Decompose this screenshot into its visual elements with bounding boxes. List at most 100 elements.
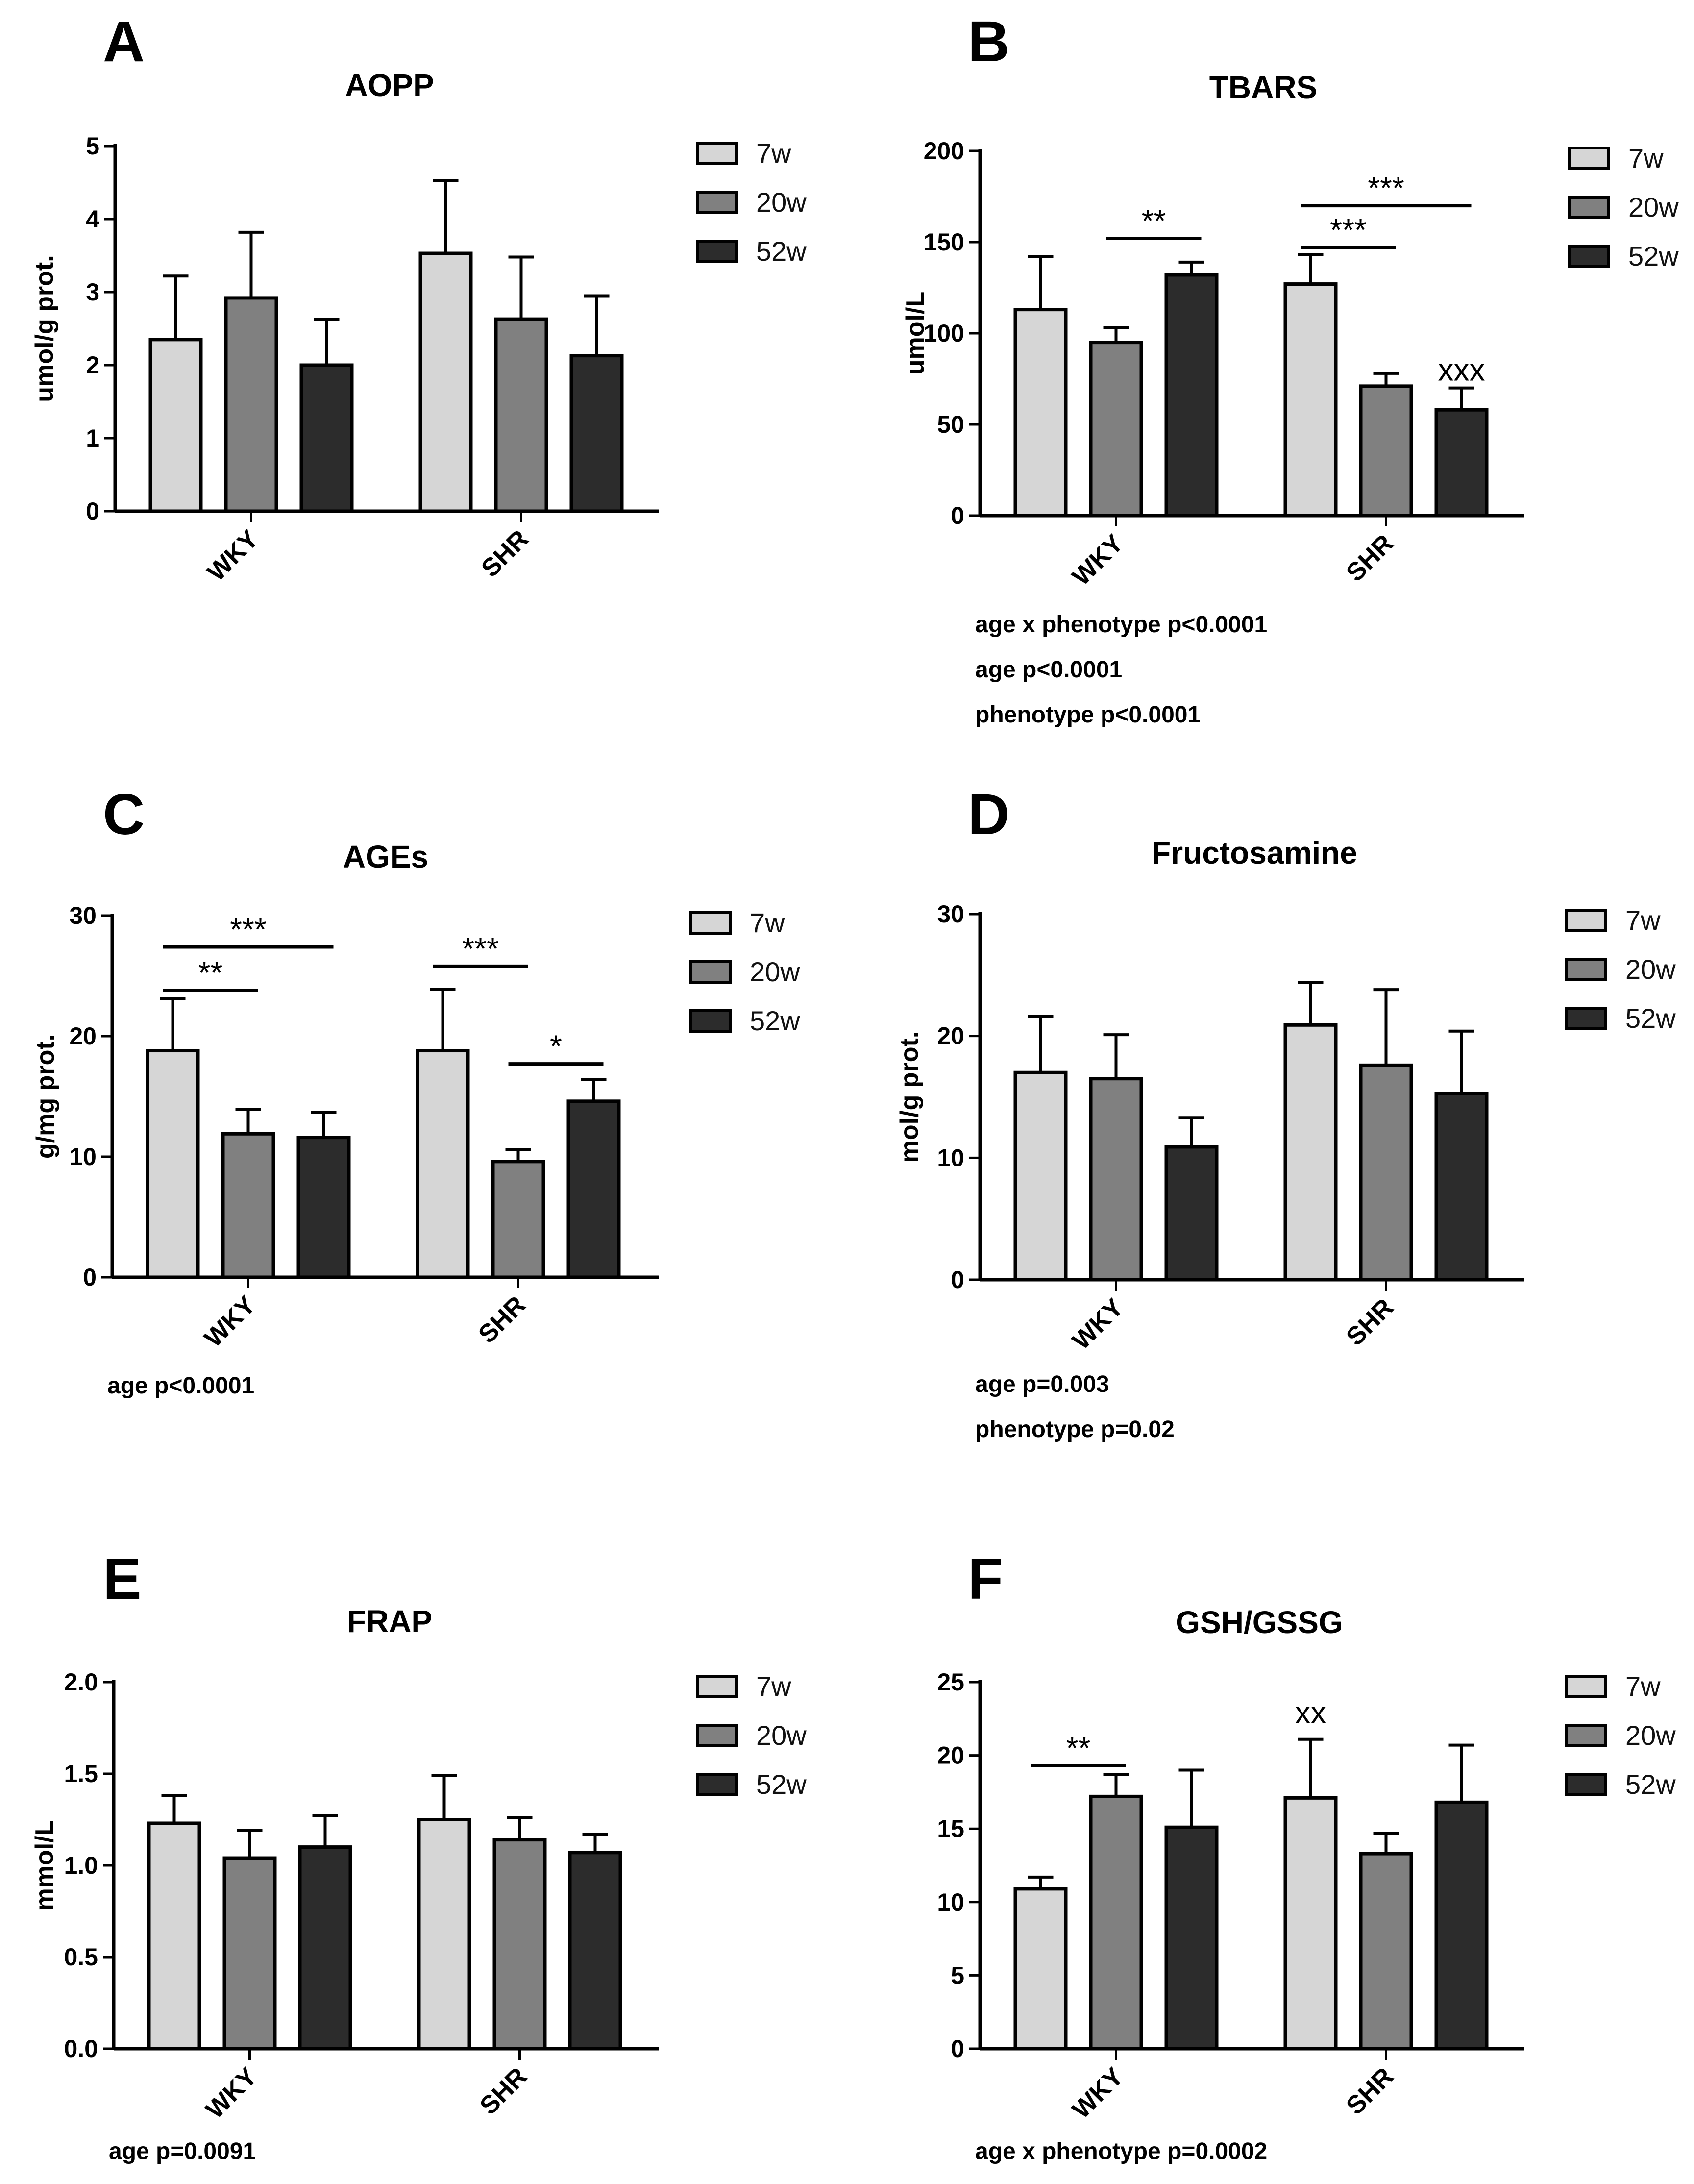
panel-f: F GSH/GSSG 0 5 10 15 20 25 WKY SHR ** xx 7w 20w 52w age…: [937, 1547, 1676, 2164]
y-tick-label: 0: [951, 2035, 964, 2062]
legend-swatch: [689, 1009, 732, 1033]
legend-label: 7w: [756, 1671, 791, 1702]
y-tick-label: 4: [86, 205, 99, 233]
stat-note: age p<0.0001: [975, 657, 1122, 683]
panel-letter: E: [103, 1547, 142, 1612]
y-tick-label: 20: [937, 1742, 964, 1769]
legend-label: 20w: [750, 956, 800, 987]
bar-52w: [568, 1851, 622, 2051]
legend-label: 7w: [1628, 143, 1664, 174]
bar-52w: [296, 1136, 351, 1279]
legend-swatch: [1565, 1675, 1607, 1698]
x-tick-label: WKY: [1067, 1293, 1129, 1355]
y-tick-label: 50: [937, 411, 964, 438]
y-tick-label: 30: [69, 902, 97, 929]
bar-20w: [222, 1856, 277, 2051]
bar-20w: [1359, 1063, 1413, 1282]
legend-swatch: [1565, 958, 1607, 981]
legend-label: 52w: [1628, 241, 1679, 272]
y-axis-label: g/mg prot.: [31, 1034, 60, 1159]
panel-letter: B: [968, 9, 1009, 74]
stat-note: phenotype p<0.0001: [975, 702, 1201, 728]
bar-20w: [494, 317, 548, 513]
stat-note: age p<0.0001: [107, 1373, 254, 1399]
legend-label: 7w: [750, 907, 785, 938]
bar-20w: [221, 1132, 275, 1279]
bar-20w: [492, 1838, 547, 2051]
y-axis-label: umol/L: [901, 292, 930, 375]
y-tick-label: 100: [924, 320, 964, 347]
legend-swatch: [1565, 1007, 1607, 1030]
legend-swatch: [689, 911, 732, 935]
panel-a: A AOPP 0 1 2 3 4 5 umol/g prot. WKY SHR 7w 20w 52w: [30, 9, 807, 587]
significance-label: **: [1142, 203, 1166, 239]
y-tick-label: 10: [69, 1143, 97, 1170]
phenotype-marker: xx: [1295, 1695, 1326, 1730]
bar-52w: [569, 354, 624, 513]
y-tick-label: 5: [951, 1961, 964, 1989]
panel-letter: C: [103, 782, 145, 847]
chart-title: FRAP: [347, 1604, 432, 1639]
legend-label: 20w: [756, 187, 807, 218]
legend-swatch: [1565, 1724, 1607, 1747]
bar-7w: [146, 1049, 200, 1279]
y-tick-label: 0.5: [64, 1943, 98, 1971]
legend-label: 20w: [1625, 954, 1676, 985]
legend-swatch: [689, 960, 732, 984]
y-tick-label: 1.0: [64, 1852, 98, 1879]
y-tick-label: 10: [937, 1144, 964, 1171]
bar-52w: [1434, 1092, 1489, 1282]
bar-7w: [1013, 308, 1068, 518]
chart-title: AOPP: [345, 68, 434, 103]
y-tick-label: 10: [937, 1888, 964, 1916]
panel-letter: F: [968, 1547, 1003, 1612]
legend-label: 7w: [1625, 905, 1661, 936]
legend-swatch: [1565, 1773, 1607, 1796]
y-tick-label: 0.0: [64, 2035, 98, 2062]
bar-7w: [1283, 282, 1338, 518]
y-tick-label: 1: [86, 424, 99, 452]
panel-letter: A: [103, 9, 145, 74]
legend-label: 52w: [1625, 1003, 1676, 1034]
significance-label: ***: [230, 912, 267, 947]
significance-label: **: [1066, 1731, 1091, 1766]
bar-7w: [148, 338, 203, 513]
y-tick-label: 25: [937, 1668, 964, 1696]
y-tick-label: 20: [937, 1022, 964, 1050]
y-tick-label: 2: [86, 351, 99, 379]
legend-swatch: [1568, 147, 1610, 170]
chart-title: Fructosamine: [1152, 835, 1357, 870]
x-tick-label: SHR: [476, 524, 534, 583]
legend-swatch: [696, 142, 738, 165]
y-tick-label: 5: [86, 132, 99, 160]
panel-letter: D: [968, 782, 1009, 847]
stat-note: age p=0.0091: [109, 2138, 256, 2164]
bar-52w: [298, 1845, 352, 2051]
bar-52w: [1434, 408, 1489, 518]
bar-7w: [1283, 1023, 1338, 1282]
phenotype-marker: xxx: [1438, 352, 1485, 388]
bar-7w: [147, 1821, 201, 2051]
bar-7w: [1013, 1887, 1068, 2051]
bar-52w: [1164, 273, 1219, 518]
legend-label: 20w: [1628, 192, 1679, 223]
bar-7w: [416, 1049, 470, 1279]
bar-52w: [1164, 1825, 1219, 2051]
bar-20w: [224, 296, 278, 513]
y-tick-label: 1.5: [64, 1760, 98, 1787]
y-tick-label: 30: [937, 900, 964, 928]
legend-swatch: [1565, 909, 1607, 932]
x-tick-label: SHR: [473, 1291, 531, 1349]
significance-label: ***: [462, 931, 499, 966]
bar-20w: [1359, 1852, 1413, 2051]
y-tick-label: 3: [86, 278, 99, 306]
legend-swatch: [1568, 245, 1610, 268]
legend-swatch: [696, 1675, 738, 1698]
legend-label: 52w: [756, 1769, 807, 1800]
panels: A AOPP 0 1 2 3 4 5 umol/g prot. WKY SHR 7w 20w 52w B TB…: [30, 9, 1679, 2164]
legend-swatch: [1568, 196, 1610, 219]
bar-52w: [299, 363, 354, 513]
chart-title: TBARS: [1209, 70, 1317, 105]
